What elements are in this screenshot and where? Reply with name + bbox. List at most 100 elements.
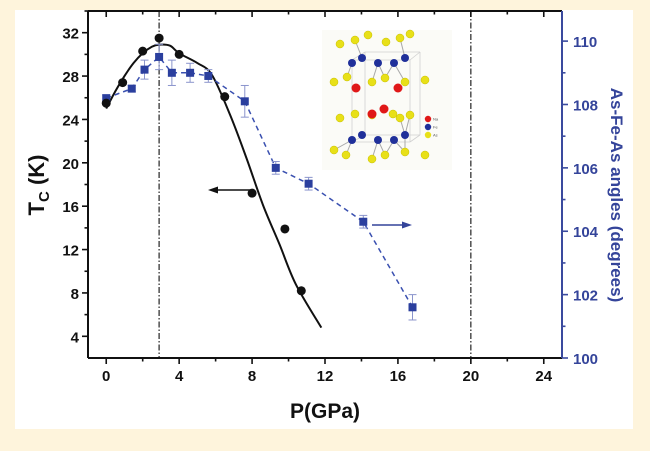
- x-tick-label: 12: [317, 368, 334, 385]
- fe-atom: [390, 136, 398, 144]
- as-atom: [395, 33, 405, 43]
- angle-point: [359, 217, 368, 226]
- angle-points: [102, 52, 417, 312]
- fe-atom: [348, 136, 356, 144]
- inset-legend-label: Na: [433, 117, 439, 122]
- fe-atom: [390, 59, 398, 67]
- y-tick-label: 12: [62, 243, 79, 260]
- fe-atom: [401, 54, 409, 62]
- y-tick-label: 20: [62, 156, 79, 173]
- angle-point: [204, 71, 213, 80]
- as-atom: [350, 35, 360, 45]
- y-tick-label: 32: [62, 26, 79, 43]
- x-tick-label: 4: [175, 368, 184, 385]
- y-ticks-left: 4 8 12 16 20 24 28 32: [62, 10, 88, 346]
- as-atom: [367, 154, 377, 164]
- as-atom: [405, 29, 415, 39]
- inset-legend-swatch: [424, 115, 432, 123]
- x-tick-label: 16: [390, 368, 407, 385]
- na-atom: [367, 109, 377, 119]
- arrow-right-angle: [372, 221, 412, 229]
- angle-point: [186, 68, 195, 77]
- tc-point: [220, 92, 230, 102]
- fe-atom: [374, 59, 382, 67]
- y-tick-label: 4: [71, 329, 80, 346]
- angle-point: [167, 68, 176, 77]
- as-atom: [335, 39, 345, 49]
- as-atom: [380, 73, 390, 83]
- x-tick-label: 0: [102, 368, 110, 385]
- as-atom: [329, 77, 339, 87]
- angle-point: [102, 94, 111, 103]
- as-atom: [363, 30, 373, 40]
- na-atom: [393, 83, 403, 93]
- angle-point: [140, 65, 149, 74]
- as-atom: [335, 113, 345, 123]
- y-tick-label: 24: [62, 112, 79, 129]
- angle-point: [155, 52, 164, 61]
- angle-point: [304, 179, 313, 188]
- y-right-tick-label: 110: [573, 34, 597, 51]
- fe-atom: [358, 131, 366, 139]
- inset-legend-swatch: [424, 123, 432, 131]
- fe-atom: [348, 59, 356, 67]
- fe-atom: [401, 131, 409, 139]
- crystal-structure-inset: Na Fe As: [322, 29, 452, 170]
- as-atom: [341, 150, 351, 160]
- as-atom: [350, 109, 360, 119]
- as-atom: [400, 147, 410, 157]
- as-atom: [381, 37, 391, 47]
- inset-background: [322, 30, 452, 170]
- y-right-tick-label: 104: [573, 224, 599, 241]
- y-axis-label-left: TC (K): [24, 155, 53, 216]
- y-axis-label-sub: C: [36, 191, 53, 202]
- tc-point: [138, 46, 148, 56]
- tc-point: [296, 286, 306, 296]
- angle-point: [408, 303, 417, 312]
- fit-curve-group: [105, 43, 323, 329]
- tc-point: [118, 78, 128, 88]
- inset-legend-label: As: [433, 133, 438, 138]
- tc-point: [174, 49, 184, 59]
- tc-fit-curve: [105, 43, 323, 329]
- as-atom: [329, 145, 339, 155]
- y-axis-label-unit: (K): [24, 155, 49, 192]
- tc-point: [280, 224, 290, 234]
- x-ticks: 0 4 8 12 16 20 24: [102, 11, 553, 385]
- angle-point: [127, 84, 136, 93]
- as-atom: [380, 150, 390, 160]
- cell-edge: [351, 51, 366, 61]
- tc-point: [154, 33, 164, 43]
- tc-point: [101, 98, 111, 108]
- as-atom: [400, 77, 410, 87]
- y-axis-label-right: As-Fe-As angles (degrees): [607, 88, 626, 302]
- y-tick-label: 16: [62, 199, 79, 216]
- cell-edge: [409, 51, 421, 61]
- y-axis-label-main: T: [24, 201, 49, 215]
- fe-atom: [374, 136, 382, 144]
- angle-point: [271, 163, 280, 172]
- na-atom: [351, 83, 361, 93]
- cell-edge: [409, 134, 421, 143]
- x-tick-label: 24: [535, 368, 552, 385]
- as-atom: [405, 110, 415, 120]
- y-right-tick-label: 102: [573, 288, 598, 305]
- as-atom: [342, 72, 352, 82]
- as-atom: [395, 113, 405, 123]
- x-tick-label: 20: [463, 368, 480, 385]
- y-right-tick-label: 108: [573, 97, 598, 114]
- y-tick-label: 8: [71, 286, 79, 303]
- tc-point: [247, 188, 257, 198]
- fe-atom: [358, 54, 366, 62]
- as-atom: [367, 77, 377, 87]
- y-ticks-right: 100 102 104 106 108 110: [562, 34, 599, 368]
- x-axis-label: P(GPa): [290, 400, 360, 423]
- y-right-tick-label: 106: [573, 161, 598, 178]
- inset-legend-label: Fe: [433, 125, 438, 130]
- y-tick-label: 28: [62, 69, 79, 86]
- inset-legend-swatch: [424, 131, 432, 139]
- y-right-tick-label: 100: [573, 351, 598, 368]
- as-atom: [388, 109, 398, 119]
- na-atom: [379, 104, 389, 114]
